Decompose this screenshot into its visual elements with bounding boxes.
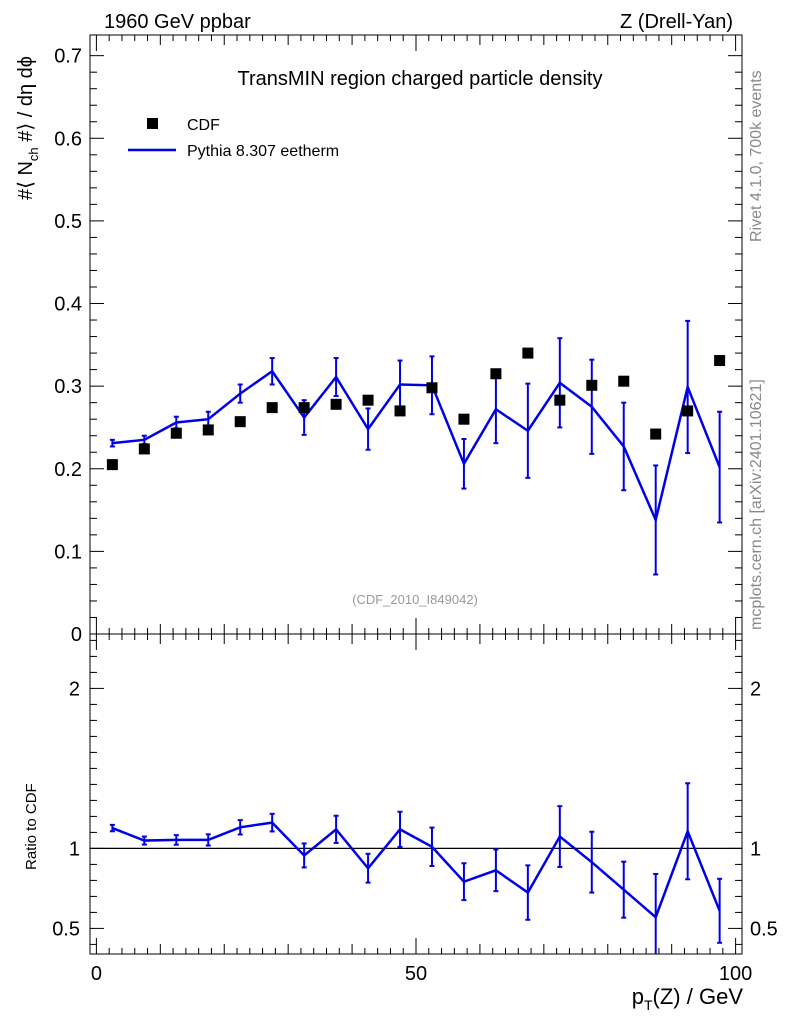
y-label-subscript: ch xyxy=(26,147,41,161)
x-label-subscript: T xyxy=(644,997,653,1013)
cdf-data-point xyxy=(426,382,438,394)
main-y-axis: 0 0.1 0.2 0.3 0.4 0.5 0.6 0.7 xyxy=(54,46,742,646)
ratio-y-tick-label-right: 1 xyxy=(750,838,761,860)
pythia-series xyxy=(109,319,723,576)
cdf-data-point xyxy=(170,427,182,439)
cdf-data-point xyxy=(682,405,694,417)
cdf-data-point xyxy=(394,405,406,417)
x-axis-label: pT(Z) / GeV xyxy=(632,984,744,1013)
main-y-axis-label: #⟨ Nch #⟩ / dη dϕ xyxy=(15,56,41,200)
legend-cdf-marker xyxy=(147,118,158,129)
y-tick-label: 0.3 xyxy=(54,376,82,398)
cdf-series xyxy=(106,347,726,471)
y-label-rest: #⟩ / dη dϕ xyxy=(15,56,37,147)
x-tick-label: 0 xyxy=(91,963,102,985)
cdf-data-point xyxy=(234,416,246,428)
cdf-data-point xyxy=(458,413,470,425)
ratio-y-axis: 0.5 0.5 1 1 2 2 xyxy=(52,639,778,945)
header-energy: 1960 GeV ppbar xyxy=(104,11,251,33)
x-label-rest: (Z) / GeV xyxy=(653,984,744,1009)
x-tick-label: 100 xyxy=(719,963,752,985)
legend: CDF Pythia 8.307 eetherm xyxy=(128,117,339,160)
ratio-panel: 0.5 0.5 1 1 2 2 0 50 100 Ratio to CDF pT(Z) / G… xyxy=(23,633,778,1013)
header-process: Z (Drell-Yan) xyxy=(620,11,733,33)
y-tick-label: 0.1 xyxy=(54,541,82,563)
ratio-y-tick-label: 2 xyxy=(69,678,80,700)
y-tick-label: 0 xyxy=(71,624,82,646)
mc-line xyxy=(111,821,721,920)
cdf-data-point xyxy=(138,443,150,455)
cdf-data-point xyxy=(202,424,214,436)
cdf-data-point xyxy=(714,355,726,367)
ratio-y-tick-label: 1 xyxy=(69,838,80,860)
mc-line xyxy=(112,369,721,524)
cdf-data-point xyxy=(490,368,502,380)
y-tick-label: 0.2 xyxy=(54,459,82,481)
cdf-data-point xyxy=(298,402,310,414)
main-x-axis xyxy=(95,35,737,634)
side-label-mcplots: mcplots.cern.ch [arXiv:2401.10621] xyxy=(748,379,765,630)
y-tick-label: 0.6 xyxy=(54,128,82,150)
ratio-y-tick-label-right: 0.5 xyxy=(750,918,778,940)
ratio-y-tick-label-right: 2 xyxy=(750,678,761,700)
ratio-series xyxy=(109,782,723,954)
analysis-tag: (CDF_2010_I849042) xyxy=(352,592,478,607)
y-tick-label: 0.5 xyxy=(54,211,82,233)
y-tick-label: 0.4 xyxy=(54,294,82,316)
side-label-rivet: Rivet 4.1.0, 700k events xyxy=(748,70,765,242)
cdf-data-point xyxy=(266,402,278,414)
cdf-data-point xyxy=(618,375,630,387)
cdf-data-point xyxy=(362,394,374,406)
y-tick-label: 0.7 xyxy=(54,46,82,68)
legend-pythia-label: Pythia 8.307 eetherm xyxy=(187,143,339,160)
cdf-data-point xyxy=(330,398,342,410)
legend-cdf-label: CDF xyxy=(187,117,220,134)
cdf-data-point xyxy=(586,379,598,391)
ratio-y-tick-label: 0.5 xyxy=(52,918,80,940)
y-label-n: ⟨ N xyxy=(15,161,37,189)
x-tick-label: 50 xyxy=(405,963,427,985)
ratio-y-axis-label: Ratio to CDF xyxy=(23,783,40,870)
y-label-hash: # xyxy=(15,188,37,200)
cdf-data-point xyxy=(106,459,118,471)
plot-title: TransMIN region charged particle density xyxy=(238,68,603,90)
cdf-data-point xyxy=(650,428,662,440)
cdf-data-point xyxy=(554,394,566,406)
cdf-data-point xyxy=(522,347,534,359)
main-panel: 0 0.1 0.2 0.3 0.4 0.5 0.6 0.7 TransMIN region c… xyxy=(15,34,743,646)
ratio-x-axis: 0 50 100 xyxy=(91,634,752,985)
x-label-p: p xyxy=(632,984,644,1009)
